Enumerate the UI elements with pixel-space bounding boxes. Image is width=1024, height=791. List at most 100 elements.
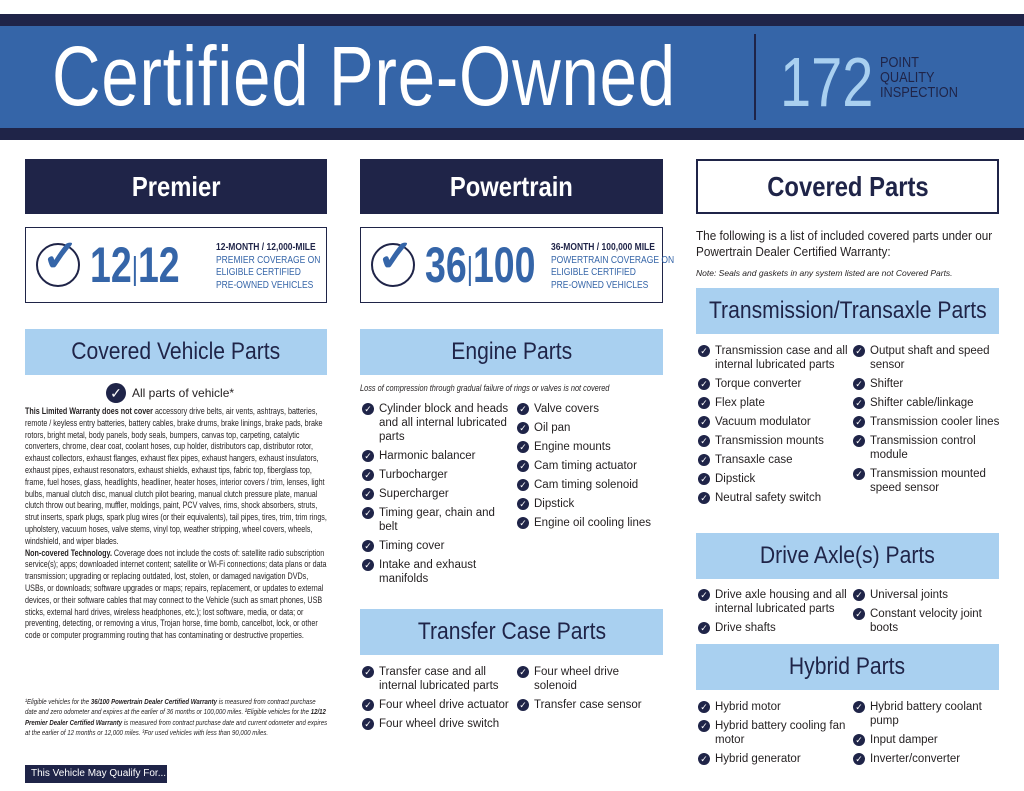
list-item-label: Hybrid battery cooling fan motor — [715, 720, 846, 746]
check-icon: ✓ — [517, 460, 529, 472]
check-icon: ✓ — [362, 403, 374, 415]
inspection-points: 172 — [780, 43, 874, 121]
list-item-label: Flex plate — [715, 397, 765, 409]
covered-parts-header: Covered Parts — [696, 159, 999, 214]
list-item: ✓ Timing gear, chain and belt — [362, 506, 512, 534]
list-item-label: Vacuum modulator — [715, 416, 811, 428]
list-item-label: Engine mounts — [534, 441, 611, 453]
check-icon: ✓ — [517, 498, 529, 510]
list-item-label: Cylinder block and heads and all interna… — [379, 403, 509, 443]
list-item: ✓ Dipstick — [698, 472, 848, 486]
powertrain-coverage-box: ✓ 36|100 36-MONTH / 100,000 MILE POWERTRA… — [360, 227, 674, 303]
parts-list: ✓ Valve covers ✓ Oil pan ✓ Engine mounts ✓ Cam … — [517, 402, 663, 535]
check-icon: ✓ — [698, 622, 710, 634]
list-item-label: Turbocharger — [379, 469, 448, 481]
list-item-label: Harmonic balancer — [379, 450, 476, 462]
covered-intro: The following is a list of included cove… — [696, 228, 993, 259]
list-item: ✓ Transaxle case — [698, 453, 848, 467]
check-icon: ✓ — [853, 345, 865, 357]
check-icon: ✓ — [853, 378, 865, 390]
list-item: ✓ Vacuum modulator — [698, 415, 848, 429]
powertrain-header: Powertrain — [360, 159, 663, 214]
list-item-label: Intake and exhaust manifolds — [379, 559, 477, 585]
check-icon: ✓ — [106, 383, 126, 403]
check-icon: ✓ — [362, 540, 374, 552]
list-item: ✓ Intake and exhaust manifolds — [362, 558, 512, 586]
check-icon: ✓ — [362, 488, 374, 500]
check-icon: ✓ — [853, 753, 865, 765]
parts-list: ✓ Drive axle housing and all internal lub… — [698, 588, 848, 640]
check-icon: ✓ — [853, 435, 865, 447]
check-icon: ✓ — [362, 507, 374, 519]
powertrain-coverage-text: 36-MONTH / 100,000 MILE POWERTRAIN COVERA… — [551, 242, 675, 291]
list-item: ✓ Inverter/converter — [853, 752, 1001, 766]
check-icon: ✓ — [853, 734, 865, 746]
check-icon: ✓ — [853, 397, 865, 409]
list-item-label: Four wheel drive actuator — [379, 699, 509, 711]
inspection-label-line: INSPECTION — [880, 84, 958, 101]
list-item: ✓ Shifter cable/linkage — [853, 396, 1001, 410]
list-item: ✓ Four wheel drive actuator — [362, 698, 512, 712]
transfer-case-header: Transfer Case Parts — [360, 609, 663, 655]
check-icon: ✓ — [698, 397, 710, 409]
check-icon: ✓ — [698, 416, 710, 428]
page-title: Certified Pre-Owned — [52, 29, 676, 123]
list-item-label: Hybrid generator — [715, 753, 801, 765]
premier-coverage-box: ✓ 12|12 12-MONTH / 12,000-MILE PREMIER CO… — [25, 227, 327, 303]
check-icon: ✓ — [698, 753, 710, 765]
engine-parts-header: Engine Parts — [360, 329, 663, 375]
qualify-button[interactable]: This Vehicle May Qualify For... — [25, 765, 167, 783]
check-icon: ✓ — [853, 468, 865, 480]
list-item: ✓ Transmission mounts — [698, 434, 848, 448]
list-item: ✓ Neutral safety switch — [698, 491, 848, 505]
list-item: ✓ Flex plate — [698, 396, 848, 410]
inspection-label-line: POINT — [880, 54, 919, 71]
list-item-label: Dipstick — [534, 498, 575, 510]
all-parts-label: All parts of vehicle* — [132, 385, 235, 400]
check-icon: ✓ — [362, 559, 374, 571]
parts-list: ✓ Transmission case and all internal lubr… — [698, 344, 848, 510]
list-item-label: Four wheel drive solenoid — [534, 666, 620, 692]
list-item-label: Timing gear, chain and belt — [379, 507, 495, 533]
list-item-label: Drive axle housing and all internal lubr… — [715, 589, 847, 615]
list-item: ✓ Drive axle housing and all internal lub… — [698, 588, 848, 616]
check-icon: ✓ — [362, 469, 374, 481]
list-item-label: Shifter cable/linkage — [870, 397, 974, 409]
list-item: ✓ Turbocharger — [362, 468, 512, 482]
check-icon: ✓ — [517, 699, 529, 711]
list-item-label: Four wheel drive switch — [379, 718, 500, 730]
exclusions-text: This Limited Warranty does not cover acc… — [25, 406, 327, 641]
list-item-label: Cam timing solenoid — [534, 479, 639, 491]
check-icon: ✓ — [698, 701, 710, 713]
list-item-label: Transfer case sensor — [534, 699, 642, 711]
list-item: ✓ Cam timing actuator — [517, 459, 663, 473]
check-icon: ✓ — [362, 450, 374, 462]
list-item-label: Transmission mounted speed sensor — [870, 468, 986, 494]
list-item-label: Hybrid battery coolant pump — [870, 701, 982, 727]
list-item-label: Drive shafts — [715, 622, 776, 634]
check-icon: ✓ — [698, 378, 710, 390]
list-item: ✓ Four wheel drive solenoid — [517, 665, 663, 693]
banner-top-stripe — [0, 14, 1024, 26]
check-icon: ✓ — [517, 517, 529, 529]
inspection-label-line: QUALITY — [880, 69, 935, 86]
list-item-label: Oil pan — [534, 422, 571, 434]
list-item-label: Inverter/converter — [870, 753, 961, 765]
list-item: ✓ Torque converter — [698, 377, 848, 391]
check-circle-icon: ✓ — [371, 232, 415, 287]
list-item: ✓ Cylinder block and heads and all intern… — [362, 402, 512, 444]
list-item: ✓ Transmission mounted speed sensor — [853, 467, 1001, 495]
list-item-label: Transmission mounts — [715, 435, 824, 447]
list-item-label: Cam timing actuator — [534, 460, 637, 472]
list-item: ✓ Input damper — [853, 733, 1001, 747]
all-parts-row: ✓ All parts of vehicle* — [106, 382, 234, 403]
check-icon: ✓ — [517, 403, 529, 415]
parts-list: ✓ Four wheel drive solenoid ✓ Transfer case… — [517, 665, 663, 717]
check-icon: ✓ — [362, 699, 374, 711]
premier-term: 12|12 — [90, 237, 180, 293]
parts-list: ✓ Hybrid motor ✓ Hybrid battery cooling fan… — [698, 700, 848, 771]
list-item: ✓ Transmission control module — [853, 434, 1001, 462]
check-icon: ✓ — [362, 666, 374, 678]
list-item: ✓ Hybrid motor — [698, 700, 848, 714]
list-item: ✓ Drive shafts — [698, 621, 848, 635]
